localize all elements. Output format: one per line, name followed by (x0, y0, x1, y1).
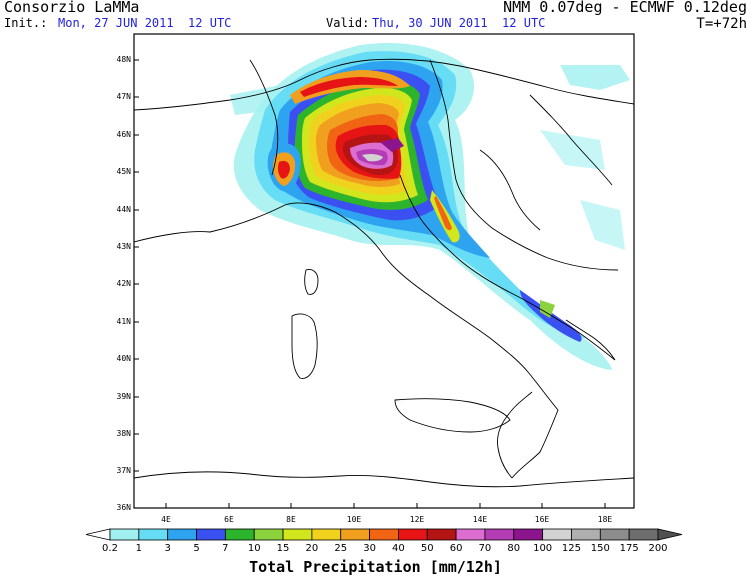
lon-label: 16E (534, 515, 550, 524)
colorbar-box (167, 528, 197, 541)
valid-value: Thu, 30 JUN 2011 12 UTC (372, 16, 546, 30)
colorbar-box (369, 528, 399, 541)
lat-label: 47N (116, 92, 131, 101)
colorbar-level-label: 60 (449, 543, 463, 554)
coastline-outline (134, 58, 634, 488)
lat-label: 46N (116, 130, 131, 139)
lat-label: 42N (116, 279, 131, 288)
init-label: Init.: (4, 16, 48, 30)
colorbar-level-label: 0.2 (102, 543, 118, 554)
lon-label: 12E (409, 515, 425, 524)
colorbar-box (571, 528, 601, 541)
colorbar-box (224, 528, 255, 541)
lat-label: 40N (116, 354, 131, 363)
model-name: NMM 0.07deg - ECMWF 0.12deg (503, 0, 747, 16)
colorbar-level-label: 7 (222, 543, 229, 554)
colorbar-box (253, 528, 284, 541)
colorbar-level-label: 1 (135, 543, 143, 554)
lon-label: 6E (224, 515, 234, 524)
axis-ticks (134, 59, 606, 508)
valid-label: Valid: (326, 16, 370, 30)
colorbar-box (311, 528, 342, 541)
colorbar-level-label: 50 (420, 543, 434, 554)
colorbar-level-label: 150 (590, 543, 610, 554)
lat-label: 45N (116, 167, 131, 176)
init-value: Mon, 27 JUN 2011 12 UTC (58, 16, 232, 30)
colorbar-level-label: 100 (533, 543, 553, 554)
lat-label: 39N (116, 392, 131, 401)
colorbar-level-label: 70 (478, 543, 492, 554)
lat-label: 43N (116, 242, 131, 251)
lon-label: 18E (597, 515, 613, 524)
colorbar-level-label: 80 (507, 543, 521, 554)
colorbar-level-label: 175 (619, 543, 639, 554)
colorbar-title: Total Precipitation [mm/12h] (249, 558, 502, 576)
lat-label: 48N (116, 55, 131, 64)
colorbar-level-label: 10 (247, 543, 261, 554)
colorbar-level-label: 20 (305, 543, 319, 554)
colorbar-level-label: 15 (276, 543, 290, 554)
colorbar-level-label: 3 (164, 543, 171, 554)
colorbar-level-label: 40 (392, 543, 405, 554)
precipitation-field (230, 42, 630, 371)
colorbar-box (398, 528, 428, 541)
colorbar-right-cap (657, 528, 683, 541)
colorbar-box (513, 528, 544, 541)
lon-label: 4E (161, 515, 171, 524)
colorbar-box (599, 528, 630, 541)
lat-label: 37N (116, 466, 131, 475)
colorbar-level-label: 25 (334, 543, 348, 554)
lat-label: 41N (116, 317, 131, 326)
map-border (133, 33, 635, 509)
colorbar-box (340, 528, 370, 541)
colorbar-level-label: 125 (561, 543, 582, 554)
lat-label: 44N (116, 205, 131, 214)
colorbar-level-label: 30 (363, 543, 376, 554)
colorbar-left-cap (85, 528, 111, 541)
colorbar-level-label: 5 (193, 543, 200, 554)
colorbar-box (109, 528, 140, 541)
colorbar-box (426, 528, 457, 541)
colorbar-box (628, 528, 659, 541)
lon-label: 10E (346, 515, 362, 524)
colorbar (85, 528, 683, 541)
colorbar-level-label: 200 (648, 543, 668, 554)
forecast-lead-time: T=+72h (696, 16, 747, 32)
colorbar-box (282, 528, 313, 541)
colorbar-box (455, 528, 486, 541)
colorbar-box (138, 528, 169, 541)
colorbar-box (484, 528, 515, 541)
colorbar-box (542, 528, 572, 541)
header-title: Consorzio LaMMa (4, 0, 140, 16)
colorbar-box (196, 528, 226, 541)
lon-label: 8E (286, 515, 296, 524)
lat-label: 38N (116, 429, 131, 438)
lon-label: 14E (472, 515, 488, 524)
lat-label: 36N (116, 503, 131, 512)
